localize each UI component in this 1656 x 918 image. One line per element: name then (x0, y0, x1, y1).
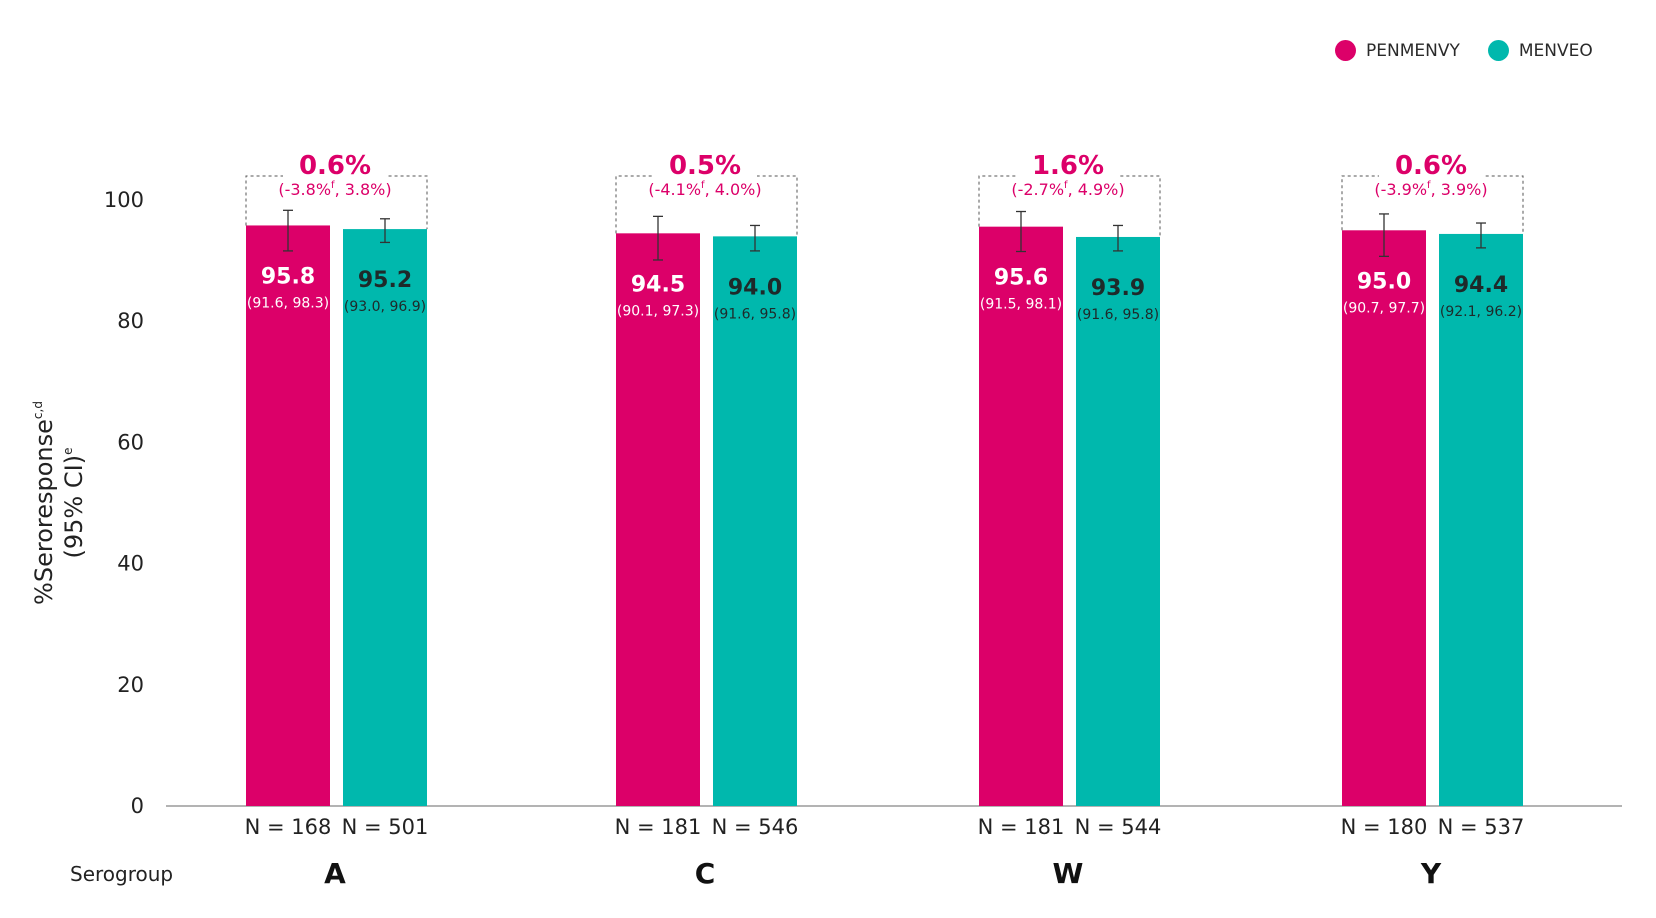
y-tick-label: 100 (104, 188, 144, 212)
bar-penmenvy-W (979, 226, 1063, 806)
y-tick-label: 0 (131, 794, 144, 818)
difference-label-bg (653, 152, 757, 178)
difference-value: 1.6% (1032, 151, 1104, 181)
difference-label-bg (283, 152, 387, 178)
serogroup-W: W (1053, 857, 1084, 890)
bar-menveo-A (343, 229, 427, 806)
difference-ci: (-3.8%f, 3.8%) (278, 180, 391, 199)
n-label: N = 181 (978, 815, 1065, 839)
bar-penmenvy-C (616, 233, 700, 806)
difference-value: 0.6% (1395, 151, 1467, 181)
data-label-value: 94.4 (1454, 273, 1508, 298)
y-tick-label: 60 (117, 430, 144, 454)
data-label-ci: (91.6, 95.8) (1077, 307, 1159, 323)
n-label: N = 544 (1075, 815, 1162, 839)
difference-value: 0.5% (669, 151, 741, 181)
y-axis-sublabel: (95% CI)e (60, 448, 88, 559)
bar-menveo-Y (1439, 233, 1523, 806)
n-label: N = 181 (615, 815, 702, 839)
difference-value: 0.6% (299, 151, 371, 181)
data-label-ci: (93.0, 96.9) (344, 299, 426, 315)
data-label-ci: (92.1, 96.2) (1440, 304, 1522, 320)
legend: PENMENVY MENVEO (1335, 40, 1607, 61)
data-label-value: 95.2 (358, 268, 412, 293)
y-tick-label: 20 (117, 673, 144, 697)
difference-ci: (-3.9%f, 3.9%) (1374, 180, 1487, 199)
n-label: N = 546 (712, 815, 799, 839)
n-label: N = 180 (1341, 815, 1428, 839)
bar-menveo-C (713, 236, 797, 807)
difference-label-bg (1379, 152, 1483, 178)
n-label: N = 168 (245, 815, 332, 839)
data-label-ci: (91.5, 98.1) (980, 297, 1062, 313)
data-label-ci: (91.6, 95.8) (714, 306, 796, 322)
bar-penmenvy-Y (1342, 230, 1426, 807)
difference-label-bg (1016, 152, 1120, 178)
serogroup-label: Serogroup (70, 862, 173, 886)
difference-ci: (-4.1%f, 4.0%) (648, 180, 761, 199)
n-label: N = 501 (342, 815, 429, 839)
y-axis-label: %Seroresponsec,d (30, 401, 58, 605)
data-label-value: 95.8 (261, 264, 315, 289)
data-label-ci: (90.7, 97.7) (1343, 300, 1425, 316)
data-label-value: 95.0 (1357, 269, 1411, 294)
data-label-value: 93.9 (1091, 276, 1145, 301)
difference-bracket (978, 175, 1161, 237)
legend-label-penmenvy: PENMENVY (1366, 40, 1460, 61)
data-label-value: 94.5 (631, 272, 685, 297)
n-label: N = 537 (1438, 815, 1525, 839)
legend-swatch-menveo (1487, 40, 1509, 61)
legend-item-menveo: MENVEO (1487, 40, 1593, 61)
legend-swatch-penmenvy (1335, 40, 1356, 61)
bar-menveo-W (1076, 236, 1160, 806)
serogroup-Y: Y (1420, 857, 1442, 890)
y-tick-label: 80 (117, 309, 144, 333)
data-label-ci: (91.6, 98.3) (247, 295, 329, 311)
difference-ci: (-2.7%f, 4.9%) (1011, 180, 1124, 199)
legend-label-menveo: MENVEO (1518, 40, 1593, 61)
data-label-ci: (90.1, 97.3) (617, 303, 699, 319)
data-label-value: 94.0 (728, 275, 782, 300)
legend-item-penmenvy: PENMENVY (1335, 40, 1460, 61)
serogroup-A: A (324, 857, 346, 890)
y-tick-label: 40 (117, 552, 144, 576)
data-label-value: 95.6 (994, 266, 1048, 291)
bar-penmenvy-A (246, 225, 330, 806)
serogroup-C: C (695, 857, 716, 890)
